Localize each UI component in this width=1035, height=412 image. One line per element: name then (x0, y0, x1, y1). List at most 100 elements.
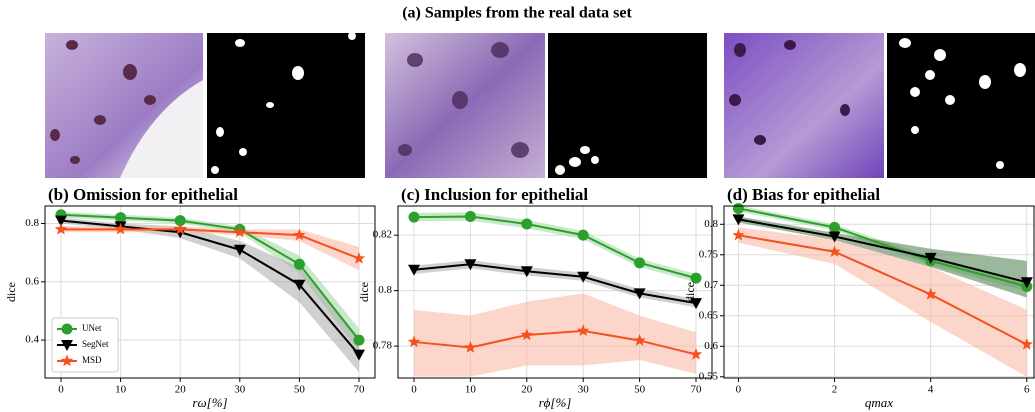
tissue-image (724, 33, 884, 178)
marker (924, 287, 937, 300)
figure-title: (a) Samples from the real data set (402, 5, 632, 22)
band (738, 227, 1027, 377)
marker (55, 215, 67, 227)
x-tick-label: 4 (928, 384, 934, 396)
x-tick-label: 30 (578, 384, 590, 396)
nuclei (50, 40, 156, 164)
y-axis-label: dice (683, 282, 697, 302)
legend-marker (60, 354, 74, 367)
marker (1020, 277, 1033, 289)
y-axis-label: dice (4, 282, 18, 302)
marker (174, 222, 187, 235)
nuclei (729, 40, 850, 145)
marker (634, 257, 646, 269)
band (61, 226, 359, 271)
series-line (60, 213, 360, 341)
marker (408, 211, 420, 223)
marker (464, 259, 477, 271)
plot-frame (723, 205, 1035, 379)
series-line (60, 219, 360, 356)
chart: 0 2 4 6 0.55 0.6 0.65 0.7 0.75 0.8 (d) Bias for ep… (683, 185, 1035, 410)
series-line (413, 263, 697, 305)
legend-marker (61, 340, 73, 351)
marker (690, 298, 702, 310)
x-tick-label: 20 (175, 384, 187, 396)
y-tick-label: 0.55 (699, 370, 719, 382)
marker (293, 258, 305, 270)
band (414, 212, 696, 283)
marker (690, 272, 702, 284)
marker (577, 271, 590, 283)
marker (233, 244, 246, 256)
chart-title: (c) Inclusion for epithelial (401, 185, 588, 204)
chart-title: (b) Omission for epithelial (48, 185, 238, 204)
x-tick-label: 10 (465, 384, 477, 396)
plot-frame (397, 205, 713, 379)
mask-image (548, 33, 707, 178)
series-line (738, 218, 1028, 284)
marker (828, 245, 841, 257)
x-axis-label: rϕ[%] (539, 395, 572, 410)
band (61, 217, 359, 373)
x-tick-label: 50 (634, 384, 646, 396)
x-tick-label: 30 (234, 384, 246, 396)
x-tick-label: 50 (294, 384, 306, 396)
y-tick-label: 0.6 (704, 340, 718, 352)
marker (464, 341, 477, 353)
marker (114, 222, 127, 235)
chart: 0 10 20 30 50 70 0.4 0.6 0.8 (b) Omission for epi… (4, 185, 376, 410)
marker (732, 202, 744, 214)
x-tick-label: 70 (691, 384, 703, 396)
marker (689, 347, 703, 360)
mask-blobs (899, 38, 1026, 169)
chart-title: (d) Bias for epithelial (727, 185, 880, 204)
marker (520, 328, 533, 341)
x-tick-label: 0 (411, 384, 417, 396)
y-tick-label: 0.8 (704, 218, 718, 230)
marker (233, 225, 246, 238)
series-line (738, 234, 1028, 346)
series-line (738, 207, 1028, 288)
x-tick-label: 70 (354, 384, 366, 396)
marker (464, 211, 476, 223)
x-axis-label: rω[%] (192, 395, 227, 410)
legend-marker (61, 323, 73, 335)
legend-label: UNet (82, 323, 102, 333)
mask-image (887, 33, 1035, 178)
marker (829, 221, 841, 233)
marker (293, 228, 306, 241)
marker (633, 334, 646, 346)
marker (732, 214, 745, 226)
y-tick-label: 0.78 (373, 340, 393, 352)
marker (353, 334, 365, 346)
marker (54, 222, 68, 235)
x-tick-label: 0 (58, 384, 64, 396)
marker (407, 335, 421, 348)
x-tick-label: 20 (521, 384, 533, 396)
plot-frame (44, 205, 376, 379)
legend-label: MSD (82, 355, 102, 365)
y-axis-label: dice (357, 282, 371, 302)
chart: 0 10 20 30 50 70 0.78 0.8 0.82 (c) Inclusion for … (357, 185, 713, 410)
marker (577, 324, 590, 337)
y-tick-label: 0.8 (25, 217, 39, 229)
marker (577, 229, 589, 241)
y-tick-label: 0.75 (699, 248, 719, 260)
marker (732, 228, 745, 241)
marker (521, 218, 533, 230)
marker (293, 279, 306, 291)
marker (1020, 338, 1033, 350)
band (414, 260, 696, 308)
marker (353, 349, 365, 361)
series-line (413, 215, 697, 280)
series-line (61, 228, 360, 260)
y-tick-label: 0.82 (373, 229, 392, 241)
y-tick-label: 0.6 (25, 275, 39, 287)
band (414, 293, 696, 377)
y-tick-label: 0.65 (699, 309, 719, 321)
y-tick-label: 0.4 (25, 334, 39, 346)
tissue-region (120, 80, 203, 178)
y-tick-label: 0.7 (704, 279, 718, 291)
marker (115, 212, 127, 224)
